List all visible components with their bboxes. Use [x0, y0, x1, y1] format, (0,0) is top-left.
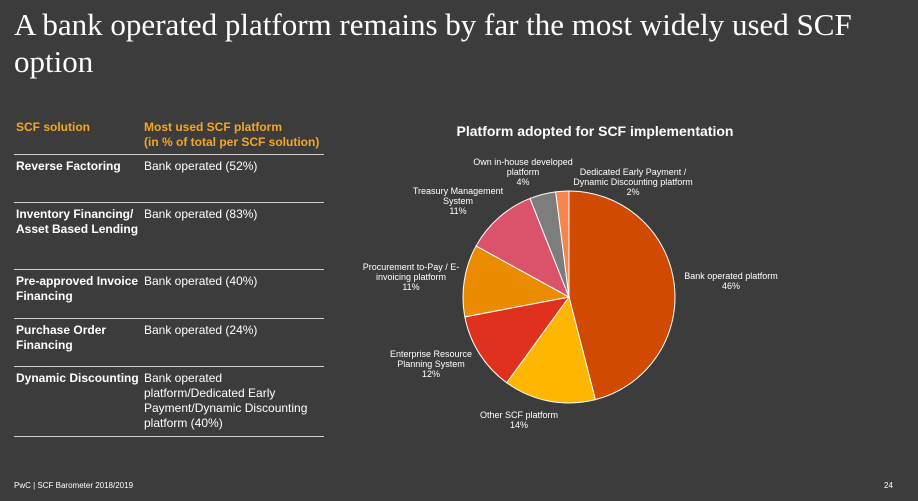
pie-slice-enterprise-resource-planning-system — [464, 296, 571, 384]
table-header-row: SCF solution Most used SCF platform (in … — [14, 117, 324, 155]
pie-slice-bank-operated-platform — [568, 190, 676, 401]
col-header-platform: Most used SCF platform (in % of total pe… — [142, 117, 324, 155]
table-row: Purchase Order Financing Bank operated (… — [14, 318, 324, 367]
platform-cell: Bank operated platform/Dedicated Early P… — [142, 366, 324, 437]
slice-label-text: Bank operated platform — [684, 271, 778, 281]
pie-slice-procurement-to-pay-e-invoicing-platform — [462, 245, 571, 318]
solution-cell: Purchase Order Financing — [14, 318, 142, 367]
pie-slice-treasury-management-system — [475, 197, 570, 299]
slice-label-in-house: Own in-house developed platform 4% — [469, 157, 577, 187]
table-row: Reverse Factoring Bank operated (52%) — [14, 154, 324, 203]
slice-label-procurement: Procurement to-Pay / E-invoicing platfor… — [356, 262, 466, 292]
platform-cell: Bank operated (24%) — [142, 318, 324, 367]
pie-slice-other-scf-platform — [505, 295, 596, 404]
slice-label-text: Procurement to-Pay / E-invoicing platfor… — [362, 262, 460, 282]
platform-cell: Bank operated (40%) — [142, 269, 324, 319]
slide-title: A bank operated platform remains by far … — [14, 7, 852, 79]
slice-label-text: Dedicated Early Payment / Dynamic Discou… — [573, 167, 693, 187]
slice-label-value: 14% — [509, 420, 528, 430]
slice-label-treasury: Treasury Management System 11% — [406, 186, 510, 216]
slice-label-text: Other SCF platform — [479, 410, 559, 420]
platform-cell: Bank operated (52%) — [142, 154, 324, 203]
table-row: Inventory Financing/ Asset Based Lending… — [14, 202, 324, 270]
slice-label-bank-operated: Bank operated platform 46% — [676, 271, 786, 291]
slice-label-text: Treasury Management System — [412, 186, 504, 206]
slice-label-value: 11% — [449, 206, 467, 216]
table-row: Pre-approved Invoice Financing Bank oper… — [14, 269, 324, 319]
footer-source: PwC | SCF Barometer 2018/2019 — [14, 481, 134, 490]
slice-label-text: Enterprise Resource Planning System — [389, 349, 473, 369]
platform-cell: Bank operated (83%) — [142, 202, 324, 270]
solution-cell: Pre-approved Invoice Financing — [14, 269, 142, 319]
col-header-solution: SCF solution — [14, 117, 142, 155]
slice-label-value: 4% — [516, 177, 530, 187]
page-number: 24 — [884, 481, 893, 490]
scf-solution-table: SCF solution Most used SCF platform (in … — [14, 117, 324, 437]
slice-label-erp: Enterprise Resource Planning System 12% — [383, 349, 479, 379]
slice-label-dedicated-early-payment: Dedicated Early Payment / Dynamic Discou… — [563, 167, 703, 197]
slice-label-value: 2% — [626, 187, 640, 197]
chart-title: Platform adopted for SCF implementation — [456, 123, 734, 139]
slice-label-value: 12% — [421, 369, 440, 379]
slice-label-text: Own in-house developed platform — [473, 157, 573, 177]
slice-label-other-scf: Other SCF platform 14% — [474, 410, 564, 430]
slice-label-value: 46% — [721, 281, 740, 291]
solution-cell: Inventory Financing/ Asset Based Lending — [14, 202, 142, 270]
solution-cell: Reverse Factoring — [14, 154, 142, 203]
table-row: Dynamic Discounting Bank operated platfo… — [14, 366, 324, 437]
slice-label-value: 11% — [402, 282, 420, 292]
solution-cell: Dynamic Discounting — [14, 366, 142, 437]
pie-slice-dedicated-early-payment-dynamic-discounting-platform — [555, 190, 570, 298]
